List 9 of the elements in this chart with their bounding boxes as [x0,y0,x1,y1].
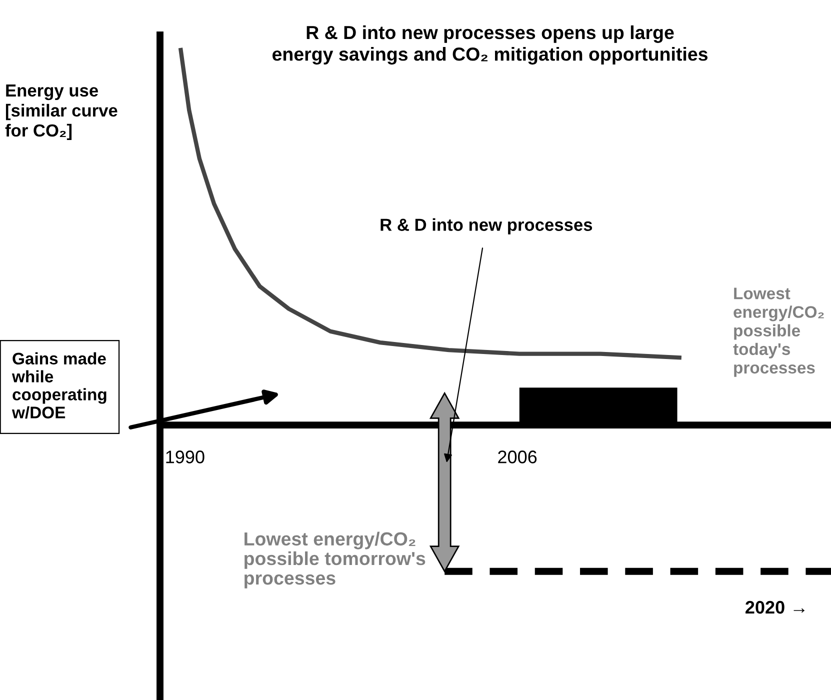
chart-title: R & D into new processes opens up large energy savings and CO₂ mitigation opportunities [272,25,708,65]
annotation: R & D into new processes [380,218,592,234]
ref-line-label: Lowest energy/CO₂ possible tomorrow's processes [244,532,426,588]
annotation: 2020 → [746,600,804,614]
text: Gains made while cooperating w/DOE [12,352,106,419]
x-tick-label: 1990 [166,450,204,464]
y-axis-title: Energy use [similar curve for CO₂] [5,84,118,140]
annotation: Lowest energy/CO₂ possible today's processes [733,288,824,377]
x-tick-label: 2006 [498,450,537,464]
